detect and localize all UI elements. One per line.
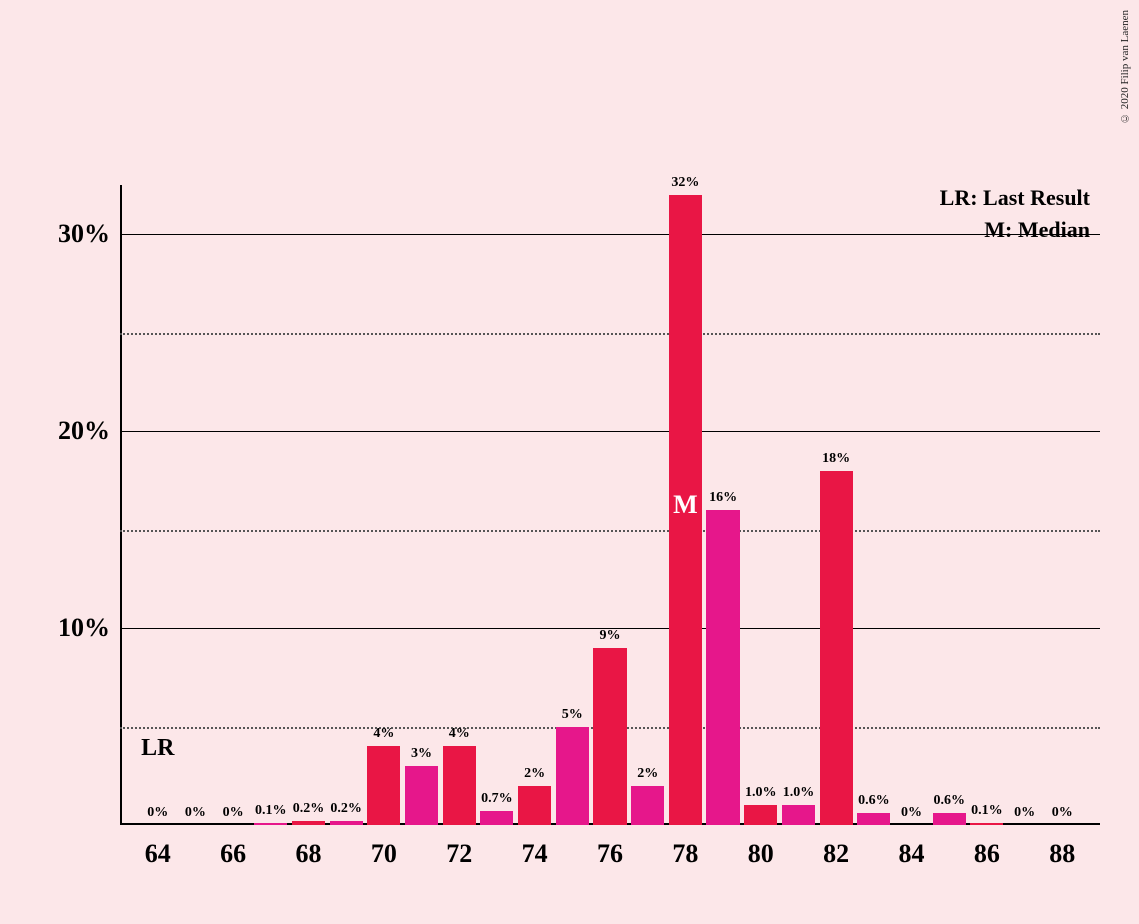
y-axis-label: 20% bbox=[50, 416, 110, 446]
bar-value-label: 0% bbox=[901, 805, 922, 821]
x-axis-label: 84 bbox=[899, 839, 925, 869]
gridline-minor bbox=[120, 333, 1100, 335]
bar-value-label: 0.7% bbox=[481, 791, 513, 807]
legend-m: M: Median bbox=[940, 217, 1090, 243]
bar bbox=[970, 823, 1003, 825]
legend-lr: LR: Last Result bbox=[940, 185, 1090, 211]
bar-value-label: 0% bbox=[147, 805, 168, 821]
chart-plot-area: LR: Last Result M: Median 10%20%30%64666… bbox=[120, 185, 1100, 825]
bar-value-label: 0.6% bbox=[933, 793, 965, 809]
x-axis-label: 68 bbox=[295, 839, 321, 869]
bar bbox=[556, 727, 589, 825]
gridline-minor bbox=[120, 530, 1100, 532]
x-axis-label: 76 bbox=[597, 839, 623, 869]
x-axis-label: 70 bbox=[371, 839, 397, 869]
bar bbox=[367, 746, 400, 825]
gridline bbox=[120, 431, 1100, 432]
bar-value-label: 0.1% bbox=[255, 803, 287, 819]
y-axis-line bbox=[120, 185, 122, 825]
bar bbox=[744, 805, 777, 825]
bar-value-label: 0% bbox=[1014, 805, 1035, 821]
copyright-text: © 2020 Filip van Laenen bbox=[1119, 10, 1131, 124]
bar bbox=[292, 821, 325, 825]
bar bbox=[782, 805, 815, 825]
x-axis-label: 78 bbox=[672, 839, 698, 869]
bar bbox=[443, 746, 476, 825]
bar bbox=[330, 821, 363, 825]
gridline bbox=[120, 234, 1100, 235]
bar-value-label: 3% bbox=[411, 746, 432, 762]
x-axis-label: 88 bbox=[1049, 839, 1075, 869]
bar-value-label: 16% bbox=[709, 490, 737, 506]
bar bbox=[518, 786, 551, 825]
bar-value-label: 0.1% bbox=[971, 803, 1003, 819]
bar-value-label: 1.0% bbox=[783, 785, 815, 801]
bar-value-label: 32% bbox=[671, 175, 699, 191]
bar-value-label: 2% bbox=[637, 766, 658, 782]
x-axis-label: 82 bbox=[823, 839, 849, 869]
bar-value-label: 0% bbox=[1052, 805, 1073, 821]
x-axis-label: 86 bbox=[974, 839, 1000, 869]
x-axis-label: 74 bbox=[522, 839, 548, 869]
bar-value-label: 0.2% bbox=[330, 801, 362, 817]
bar-value-label: 0.6% bbox=[858, 793, 890, 809]
bar-value-label: 5% bbox=[562, 707, 583, 723]
x-axis-label: 64 bbox=[145, 839, 171, 869]
bar-value-label: 0.2% bbox=[293, 801, 325, 817]
bar bbox=[857, 813, 890, 825]
median-marker: M bbox=[673, 490, 698, 520]
bar bbox=[254, 823, 287, 825]
bar bbox=[405, 766, 438, 825]
bar-value-label: 0% bbox=[223, 805, 244, 821]
bar bbox=[706, 510, 739, 825]
bar-value-label: 4% bbox=[449, 726, 470, 742]
x-axis-label: 80 bbox=[748, 839, 774, 869]
x-axis-label: 72 bbox=[446, 839, 472, 869]
last-result-marker: LR bbox=[141, 735, 174, 762]
bar-value-label: 2% bbox=[524, 766, 545, 782]
bar-value-label: 1.0% bbox=[745, 785, 777, 801]
y-axis-label: 10% bbox=[50, 613, 110, 643]
x-axis-label: 66 bbox=[220, 839, 246, 869]
bar bbox=[593, 648, 626, 825]
bar-value-label: 4% bbox=[373, 726, 394, 742]
bar bbox=[480, 811, 513, 825]
y-axis-label: 30% bbox=[50, 219, 110, 249]
bar bbox=[631, 786, 664, 825]
bar bbox=[933, 813, 966, 825]
bar bbox=[820, 471, 853, 825]
bar-value-label: 18% bbox=[822, 451, 850, 467]
bar-value-label: 0% bbox=[185, 805, 206, 821]
bar-value-label: 9% bbox=[600, 628, 621, 644]
